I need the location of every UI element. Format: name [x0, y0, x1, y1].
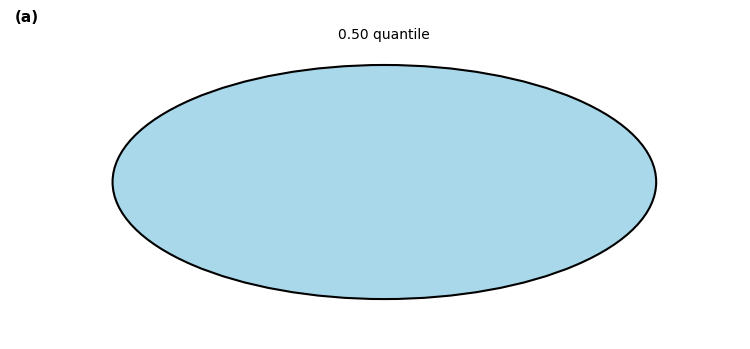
Title: 0.50 quantile: 0.50 quantile [338, 28, 430, 42]
Text: (a): (a) [15, 10, 39, 25]
Ellipse shape [112, 65, 656, 299]
